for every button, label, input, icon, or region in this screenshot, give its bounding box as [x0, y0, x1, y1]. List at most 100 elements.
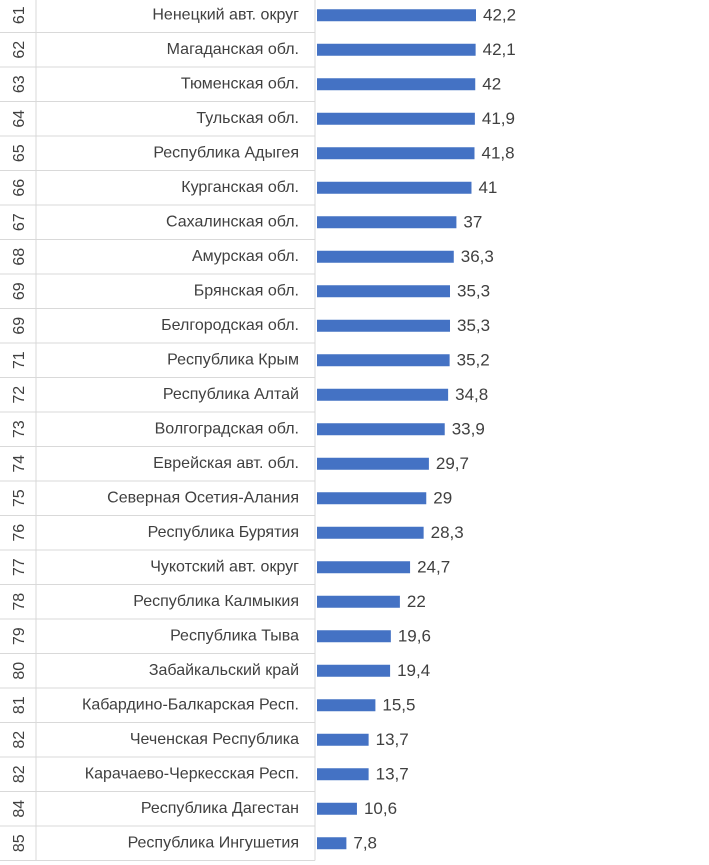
region-label: Волгоградская обл. [155, 420, 299, 437]
region-label: Сахалинская обл. [166, 213, 299, 230]
bar [317, 561, 411, 574]
data-label: 42,1 [483, 40, 516, 59]
rank-label: 75 [11, 489, 28, 507]
bar [317, 9, 476, 22]
rank-label: 68 [11, 248, 28, 266]
data-label: 19,6 [398, 627, 431, 646]
table-row: 62 Магаданская обл. 42,1 [11, 40, 515, 59]
data-label: 34,8 [455, 385, 488, 404]
rank-label: 69 [11, 282, 28, 300]
table-row: 84 Республика Дагестан 10,6 [11, 799, 397, 818]
data-label: 42 [482, 75, 501, 94]
bar [317, 216, 457, 229]
data-label: 33,9 [452, 420, 485, 439]
region-label: Республика Калмыкия [133, 593, 299, 610]
rank-label: 63 [11, 75, 28, 93]
data-label: 22 [407, 592, 426, 611]
table-row: 66 Курганская обл. 41 [11, 178, 497, 197]
bar [317, 595, 400, 608]
data-label: 7,8 [353, 834, 377, 853]
table-row: 73 Волгоградская обл. 33,9 [11, 420, 485, 439]
data-label: 19,4 [397, 661, 430, 680]
bar [317, 699, 376, 712]
table-row: 79 Республика Тыва 19,6 [11, 627, 431, 646]
rank-label: 76 [11, 524, 28, 542]
region-label: Магаданская обл. [167, 41, 299, 58]
rank-label: 80 [11, 662, 28, 680]
table-row: 81 Кабардино-Балкарская Респ. 15,5 [11, 696, 415, 715]
region-label: Еврейская авт. обл. [153, 455, 299, 472]
bar [317, 78, 476, 91]
data-label: 35,3 [457, 316, 490, 335]
bar [317, 768, 369, 781]
region-label: Республика Бурятия [148, 524, 299, 541]
data-label: 29 [433, 489, 452, 508]
region-label: Республика Тыва [170, 627, 299, 644]
data-label: 35,2 [457, 351, 490, 370]
region-label: Чеченская Республика [130, 731, 299, 748]
bar [317, 526, 424, 539]
bar [317, 733, 369, 746]
table-row: 65 Республика Адыгея 41,8 [11, 144, 514, 163]
region-label: Северная Осетия-Алания [107, 489, 299, 506]
table-row: 72 Республика Алтай 34,8 [11, 385, 488, 404]
region-label: Карачаево-Черкесская Респ. [85, 765, 299, 782]
table-grid [0, 0, 316, 861]
rank-label: 71 [11, 351, 28, 369]
rank-label: 66 [11, 179, 28, 197]
bar [317, 112, 475, 125]
rank-label: 77 [11, 558, 28, 576]
data-label: 35,3 [457, 282, 490, 301]
region-label: Кабардино-Балкарская Респ. [82, 696, 299, 713]
rank-label: 78 [11, 593, 28, 611]
bar [317, 388, 449, 401]
table-row: 68 Амурская обл. 36,3 [11, 247, 494, 266]
region-label: Брянская обл. [194, 282, 299, 299]
table-row: 76 Республика Бурятия 28,3 [11, 523, 464, 542]
data-label: 41,8 [481, 144, 514, 163]
chart-rows: 61 Ненецкий авт. округ 42,2 62 Магаданская о… [11, 6, 516, 853]
bar [317, 837, 347, 850]
bar [317, 181, 472, 194]
rank-label: 82 [11, 765, 28, 783]
region-label: Республика Адыгея [153, 144, 299, 161]
data-label: 42,2 [483, 6, 516, 25]
data-label: 41 [478, 178, 497, 197]
rank-label: 82 [11, 731, 28, 749]
rank-label: 84 [11, 800, 28, 818]
table-row: 80 Забайкальский край 19,4 [11, 661, 430, 680]
data-label: 29,7 [436, 454, 469, 473]
bar [317, 457, 429, 470]
bar [317, 664, 391, 677]
bar [317, 492, 427, 505]
region-label: Республика Дагестан [141, 800, 299, 817]
rank-label: 65 [11, 144, 28, 162]
bar [317, 285, 451, 298]
region-label: Ненецкий авт. округ [152, 6, 299, 23]
table-row: 61 Ненецкий авт. округ 42,2 [11, 6, 516, 25]
table-row: 64 Тульская обл. 41,9 [11, 109, 515, 128]
region-label: Курганская обл. [181, 179, 299, 196]
data-label: 37 [463, 213, 482, 232]
data-label: 28,3 [431, 523, 464, 542]
region-label: Республика Крым [167, 351, 299, 368]
rank-label: 81 [11, 696, 28, 714]
bar [317, 630, 391, 643]
region-label: Республика Алтай [163, 386, 299, 403]
table-row: 71 Республика Крым 35,2 [11, 351, 490, 370]
rank-label: 72 [11, 386, 28, 404]
rank-label: 69 [11, 317, 28, 335]
data-label: 10,6 [364, 799, 397, 818]
table-row: 78 Республика Калмыкия 22 [11, 592, 426, 611]
rank-label: 61 [11, 6, 28, 24]
region-label: Республика Ингушетия [128, 834, 299, 851]
data-label: 41,9 [482, 109, 515, 128]
table-row: 74 Еврейская авт. обл. 29,7 [11, 454, 469, 473]
region-label: Чукотский авт. округ [150, 558, 299, 575]
table-row: 75 Северная Осетия-Алания 29 [11, 489, 452, 508]
bar [317, 802, 357, 815]
table-row: 82 Карачаево-Черкесская Респ. 13,7 [11, 765, 408, 784]
data-label: 13,7 [376, 765, 409, 784]
table-row: 63 Тюменская обл. 42 [11, 75, 501, 94]
